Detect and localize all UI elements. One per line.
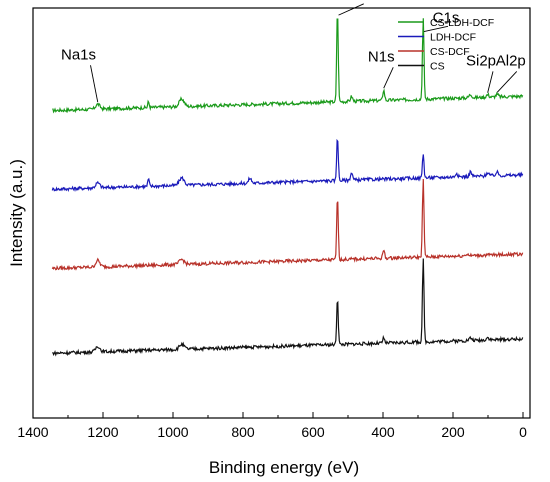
legend-label: CS-DCF (430, 46, 470, 58)
series-layer (51, 18, 524, 357)
series-line-cs (52, 258, 524, 357)
legend-label: CS (430, 61, 445, 73)
x-tick-label: 200 (441, 424, 465, 440)
x-axis-title: Binding energy (eV) (209, 458, 359, 477)
annotation-leader (383, 67, 394, 89)
x-tick-label: 1000 (157, 424, 188, 440)
y-axis-title: Intensity (a.u.) (7, 159, 26, 267)
series-line-cs-ldh-dcf (52, 18, 524, 114)
peak-label-na1s: Na1s (61, 46, 96, 63)
x-axis: 1400 1200 1000 800 600 400 200 0 (17, 412, 527, 440)
legend: CS-LDH-DCF LDH-DCF CS-DCF CS (398, 17, 494, 73)
x-tick-label: 400 (371, 424, 395, 440)
x-tick-label: 800 (231, 424, 255, 440)
annotation-leader (496, 71, 518, 93)
peak-label-o1s: O1s (355, 0, 383, 4)
peak-label-c1s: C1s (433, 9, 460, 26)
legend-label: LDH-DCF (430, 32, 476, 44)
annotation-leader (423, 25, 449, 32)
peak-label-si2p: Si2p (466, 52, 496, 69)
annotation-leader (90, 65, 99, 103)
x-tick-label: 600 (301, 424, 325, 440)
x-tick-label: 1200 (87, 424, 118, 440)
annotation-leader (487, 71, 494, 93)
legend-label: CS-LDH-DCF (430, 17, 494, 29)
peak-label-n1s: N1s (368, 48, 395, 65)
peak-label-al2p: Al2p (496, 52, 526, 69)
series-line-ldh-dcf (51, 138, 524, 192)
annotation-leader (338, 3, 364, 16)
series-line-cs-dcf (51, 178, 524, 271)
plot-frame (32, 7, 531, 419)
x-tick-label: 1400 (17, 424, 48, 440)
x-tick-label: 0 (519, 424, 527, 440)
